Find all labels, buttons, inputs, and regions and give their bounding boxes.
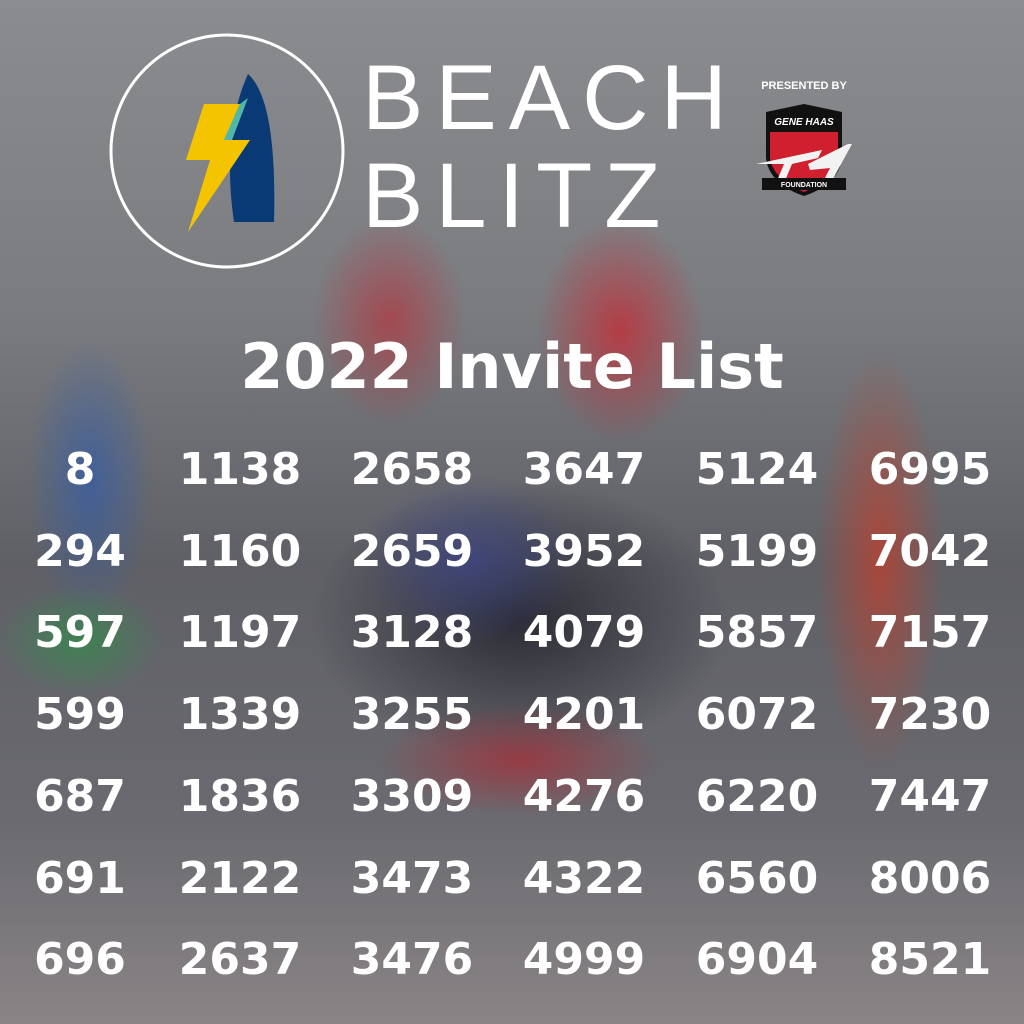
team-number: 3952 [522,525,646,577]
team-number: 691 [34,852,126,904]
team-number: 1138 [178,444,302,495]
team-number: 6904 [695,934,819,986]
team-number: 5199 [695,525,819,577]
gene-haas-foundation-logo: GENE HAAS FOUNDATION [756,104,852,196]
team-number: 1197 [178,607,302,659]
team-number: 7230 [868,689,992,741]
team-number: 3128 [350,607,474,659]
team-number: 8521 [868,934,992,986]
brand-word-blitz: BLITZ [362,145,673,247]
team-number: 6995 [868,444,992,495]
team-number: 3473 [350,852,474,904]
team-number: 8006 [868,852,992,904]
team-number: 599 [34,689,126,741]
team-number: 6072 [695,689,819,741]
team-number: 4201 [522,689,646,741]
team-number: 5124 [695,444,819,495]
team-number: 6220 [695,770,819,822]
team-number: 4322 [522,852,646,904]
team-number: 2637 [178,934,302,986]
beach-blitz-logo [109,33,345,269]
team-number: 7042 [868,525,992,577]
svg-text:FOUNDATION: FOUNDATION [781,182,827,189]
svg-text:GENE HAAS: GENE HAAS [774,117,834,128]
team-number: 597 [34,607,126,659]
team-number: 3255 [350,689,474,741]
team-number: 5857 [695,607,819,659]
team-number: 8 [64,444,96,495]
team-number: 7447 [868,770,992,822]
team-number: 2659 [350,525,474,577]
team-number: 1339 [178,689,302,741]
team-number: 1160 [178,525,302,577]
presented-by-label: PRESENTED BY [761,80,847,92]
team-number: 687 [34,770,126,822]
team-number: 696 [34,934,126,986]
team-number: 4999 [522,934,646,986]
page-title: 2022 Invite List [240,330,784,403]
lightning-bolt-icon [186,104,250,232]
team-number: 4079 [522,607,646,659]
team-number: 7157 [868,607,992,659]
team-number: 3476 [350,934,474,986]
brand-word-beach: BEACH [362,47,739,149]
team-number: 294 [34,525,126,577]
team-number: 4276 [522,770,646,822]
team-number: 6560 [695,852,819,904]
team-number: 3647 [522,444,646,495]
team-number: 2122 [178,852,302,904]
team-number: 1836 [178,770,302,822]
team-number: 3309 [350,770,474,822]
team-number: 2658 [350,444,474,495]
